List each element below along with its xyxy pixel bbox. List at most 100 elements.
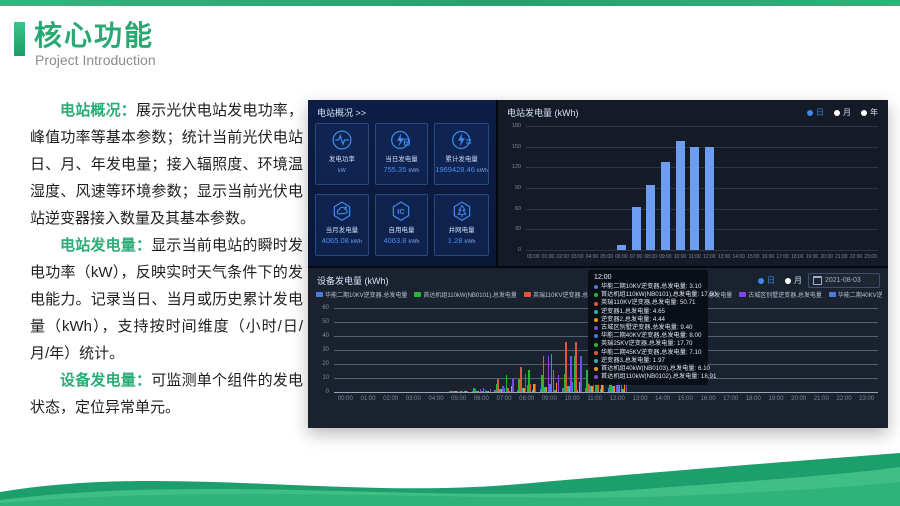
device-bar bbox=[489, 389, 492, 392]
station-xtick-label: 00:00 bbox=[527, 254, 540, 260]
station-xtick-label: 13:00 bbox=[717, 254, 731, 260]
tooltip-row: 英瑞25KV逆变器,总发电量: 17.70 bbox=[594, 340, 702, 348]
device-bar bbox=[450, 391, 452, 392]
station-toggle-day[interactable]: 日 bbox=[807, 107, 824, 118]
legend-item[interactable]: 华能二期40KV逆变器.总发电量 bbox=[828, 290, 882, 299]
intro-body: 展示光伏电站发电功率，峰值功率等基本参数；统计当前光伏电站日、月、年发电量；接入… bbox=[30, 102, 303, 227]
station-ytick-label: 150 bbox=[511, 143, 521, 150]
device-bar bbox=[562, 388, 564, 392]
station-ytick-label: 60 bbox=[514, 205, 521, 212]
tooltip-row: 首达机组110kW(NB0101),总发电量: 17.50 bbox=[594, 291, 716, 299]
device-bar bbox=[523, 387, 525, 392]
stat-card-unit: kW bbox=[337, 168, 346, 174]
title-accent-bar bbox=[14, 22, 25, 56]
device-xtick-label: 18:00 bbox=[745, 396, 761, 402]
tooltip-series-dot-icon bbox=[594, 301, 598, 306]
ic-chip-icon: IC bbox=[376, 200, 428, 222]
intro-lead: 电站发电量： bbox=[60, 237, 152, 254]
stat-card-ic-chip[interactable]: IC 自用电量 4063.8 kWh bbox=[374, 194, 429, 256]
overview-title[interactable]: 电站概况 >> bbox=[317, 108, 367, 118]
legend-item[interactable]: 首达机组110kW(NB0101).总发电量 bbox=[414, 290, 517, 299]
tooltip-series-dot-icon bbox=[594, 317, 598, 322]
device-xtick-label: 14:00 bbox=[655, 396, 671, 402]
device-bar bbox=[526, 385, 529, 392]
device-bar bbox=[624, 383, 626, 392]
device-xtick-label: 21:00 bbox=[813, 396, 829, 402]
intro-lead: 电站概况： bbox=[60, 102, 136, 119]
stat-card-label: 发电功率 bbox=[328, 156, 355, 163]
tooltip-series-dot-icon bbox=[594, 342, 598, 347]
device-ytick-label: 10 bbox=[322, 375, 329, 381]
device-toggle-month[interactable]: 月 bbox=[785, 275, 802, 286]
device-ytick-label: 50 bbox=[322, 319, 329, 325]
station-xtick-label: 20:00 bbox=[820, 254, 833, 260]
legend-item[interactable]: 英瑞110KV逆变器.总发电量 bbox=[523, 290, 606, 299]
radio-dot-icon bbox=[758, 277, 764, 284]
device-bar bbox=[552, 369, 555, 392]
device-bar bbox=[465, 391, 467, 392]
station-ytick-label: 180 bbox=[511, 123, 521, 129]
station-bar bbox=[631, 206, 641, 250]
legend-item[interactable]: 华能二期10KV逆变器.总发电量 bbox=[316, 290, 407, 299]
device-bar bbox=[530, 383, 532, 392]
device-bar bbox=[544, 387, 546, 392]
device-bar bbox=[507, 387, 509, 392]
tooltip-row: 华能二期10KV逆变器,总发电量: 3.10 bbox=[594, 283, 702, 291]
radio-dot-icon bbox=[861, 109, 867, 116]
device-bar bbox=[557, 375, 560, 392]
stat-card-label: 并网电量 bbox=[448, 227, 475, 234]
intro-body: 可监测单个组件的发电状态，定位异常单元。 bbox=[30, 372, 303, 416]
tooltip-row-text: 首达机组40kW(NB0103),总发电量: 6.10 bbox=[601, 365, 710, 373]
station-xtick-label: 15:00 bbox=[747, 254, 760, 260]
device-bar bbox=[584, 387, 587, 392]
device-bar bbox=[494, 390, 496, 392]
device-xtick-label: 20:00 bbox=[791, 396, 807, 402]
station-xtick-label: 10:00 bbox=[673, 254, 687, 260]
device-bar bbox=[520, 366, 522, 392]
device-xtick-label: 06:00 bbox=[473, 396, 489, 402]
station-toggle-year[interactable]: 年 bbox=[861, 107, 878, 118]
tooltip-row-text: 首达机组110kW(NB0102),总发电量: 18.91 bbox=[601, 373, 717, 381]
device-xtick-label: 15:00 bbox=[677, 396, 693, 402]
stat-card-bolt-day[interactable]: 当日发电量 755.35 kWh bbox=[374, 123, 429, 185]
legend-label: 首达机组110kW(NB0101).总发电量 bbox=[423, 293, 517, 299]
legend-swatch bbox=[739, 292, 747, 297]
device-toggle-day[interactable]: 日 bbox=[758, 275, 775, 286]
device-bar bbox=[586, 369, 588, 392]
stat-card-value: 755.35 kWh bbox=[383, 165, 420, 174]
station-xtick-label: 01:00 bbox=[541, 254, 555, 260]
station-gridline bbox=[526, 188, 878, 189]
tooltip-row-text: 华能二期40KV逆变器,总发电量: 8.00 bbox=[601, 332, 702, 340]
legend-label: 华能二期40KV逆变器.总发电量 bbox=[837, 293, 882, 299]
tooltip-row-text: 华能二期45KV逆变器,总发电量: 7.10 bbox=[601, 348, 702, 356]
stat-card-power-curve[interactable]: 发电功率 kW bbox=[315, 123, 369, 185]
device-bar bbox=[455, 391, 457, 392]
stat-card-weather-cloud[interactable]: 当月发电量 4065.08 kWh bbox=[315, 194, 369, 256]
station-xtick-label: 05:00 bbox=[600, 254, 613, 260]
station-bar bbox=[704, 146, 714, 250]
bottom-wave-decoration bbox=[0, 453, 900, 506]
device-bar bbox=[453, 391, 456, 392]
station-bar bbox=[690, 146, 700, 250]
device-bar bbox=[578, 382, 581, 392]
device-xtick-label: 00:00 bbox=[337, 396, 353, 402]
device-bar bbox=[484, 389, 487, 392]
device-xtick-label: 16:00 bbox=[700, 396, 716, 402]
station-xtick-label: 07:00 bbox=[629, 254, 643, 260]
device-bar bbox=[573, 355, 576, 392]
device-bar bbox=[615, 378, 618, 392]
device-xtick-label: 04:00 bbox=[428, 396, 444, 402]
device-ytick-label: 0 bbox=[325, 389, 329, 395]
stat-card-bolt-total[interactable]: 累计发电量 1969428.46 kWh bbox=[434, 123, 489, 185]
device-ytick-label: 40 bbox=[322, 333, 329, 339]
tooltip-row-text: 首达机组110kW(NB0101),总发电量: 17.50 bbox=[601, 291, 717, 299]
device-bar bbox=[462, 391, 464, 392]
device-bar bbox=[570, 355, 572, 392]
device-bar bbox=[614, 385, 616, 392]
device-bar bbox=[502, 386, 504, 392]
legend-item[interactable]: 古城区别墅逆变器.总发电量 bbox=[739, 290, 822, 299]
stat-card-grid-tree[interactable]: 并网电量 1.28 kWh bbox=[434, 194, 489, 256]
station-toggle-month[interactable]: 月 bbox=[834, 107, 851, 118]
date-picker[interactable]: 2021-08-03 bbox=[808, 273, 880, 288]
device-xtick-label: 08:00 bbox=[519, 396, 535, 402]
